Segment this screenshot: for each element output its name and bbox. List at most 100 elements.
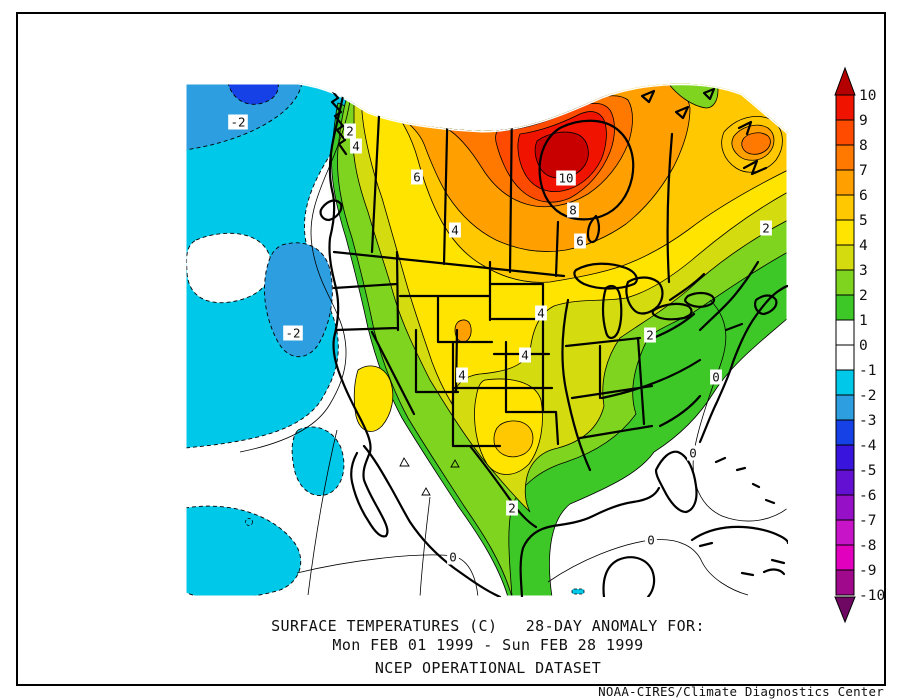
state-borders-west bbox=[332, 250, 560, 529]
colorbar-box bbox=[835, 169, 855, 196]
colorbar-tick: -3 bbox=[859, 413, 876, 429]
lake-erie bbox=[651, 302, 693, 321]
contour-label: 4 bbox=[537, 306, 545, 321]
east-texas-gold bbox=[493, 420, 534, 458]
yucatan bbox=[602, 556, 656, 597]
colorbar-tick: -1 bbox=[859, 363, 876, 379]
colorbar-box bbox=[835, 144, 855, 171]
contour-label: 2 bbox=[346, 124, 354, 139]
contour-label-box bbox=[645, 532, 657, 548]
colorbar-tick: 4 bbox=[859, 238, 868, 254]
contour-label: 0 bbox=[689, 446, 697, 461]
contour-label: 8 bbox=[569, 203, 577, 218]
coastlines-and-borders bbox=[319, 83, 788, 597]
florida bbox=[654, 450, 698, 514]
title-line1: SURFACE TEMPERATURES (C) 28-DAY ANOMALY … bbox=[271, 617, 705, 635]
contour-label-box bbox=[449, 222, 461, 238]
colorbar-box bbox=[835, 419, 855, 446]
colorbar-tick: -7 bbox=[859, 513, 876, 529]
colorbar-box bbox=[835, 494, 855, 521]
colorbar-tick: 10 bbox=[859, 88, 876, 104]
contour-label: 4 bbox=[458, 368, 466, 383]
colorbar-arrow-bottom bbox=[834, 596, 856, 624]
contour-label-box bbox=[567, 202, 579, 218]
contour-label-box bbox=[710, 369, 722, 385]
contour-label-box bbox=[535, 305, 547, 321]
contour-label: 6 bbox=[576, 234, 584, 249]
contour-label-box bbox=[556, 170, 576, 186]
contour-label-box bbox=[447, 549, 459, 565]
contour-label-box bbox=[687, 445, 699, 461]
contour-label-box bbox=[228, 114, 248, 130]
colorbar-tick: -5 bbox=[859, 463, 876, 479]
gulf-tiny-cyan bbox=[571, 588, 585, 595]
contour-label: -2 bbox=[230, 115, 245, 130]
us-canada-border bbox=[332, 250, 566, 278]
colorbar-tick: -9 bbox=[859, 563, 876, 579]
caribbean-islands bbox=[714, 456, 786, 577]
colorbar-box bbox=[835, 269, 855, 296]
colorbar-box bbox=[835, 569, 855, 596]
contour-label: 0 bbox=[449, 550, 457, 565]
lake-ontario bbox=[684, 291, 716, 308]
lake-michigan bbox=[601, 285, 623, 340]
mexico-west-coast bbox=[362, 444, 502, 597]
state-borders-east bbox=[561, 298, 702, 472]
tiny-contour-marks bbox=[399, 457, 460, 496]
contour-label: 2 bbox=[508, 501, 516, 516]
arizona-yellow-patch bbox=[353, 365, 394, 432]
credit-badge: NOAA-CIRES/Climate Diagnostics Center bbox=[598, 684, 884, 699]
colorbar-box bbox=[835, 94, 855, 121]
sw-cyan-blob bbox=[185, 506, 301, 597]
contour-label: 4 bbox=[521, 348, 529, 363]
colorbar-tick: 7 bbox=[859, 163, 868, 179]
colorbar-box bbox=[835, 194, 855, 221]
colorbar-box bbox=[835, 444, 855, 471]
colorbar-box bbox=[835, 219, 855, 246]
contour-label-box bbox=[644, 327, 656, 343]
colorbar-tick: 9 bbox=[859, 113, 868, 129]
contour-label: 6 bbox=[413, 170, 421, 185]
colorbar-box bbox=[835, 244, 855, 271]
contour-label-box bbox=[456, 367, 468, 383]
contour-label-box bbox=[760, 220, 772, 236]
lake-huron bbox=[625, 276, 664, 315]
contour-label-box bbox=[283, 325, 303, 341]
labrador-coast bbox=[737, 120, 768, 176]
james-bay bbox=[586, 214, 601, 244]
contour-label: 4 bbox=[352, 139, 360, 154]
colorbar-tick: 8 bbox=[859, 138, 868, 154]
title-line3: NCEP OPERATIONAL DATASET bbox=[375, 659, 601, 677]
nova-scotia bbox=[754, 294, 778, 316]
baja-peninsula bbox=[350, 450, 389, 538]
colorbar-tick: -8 bbox=[859, 538, 876, 554]
baja-cyan-patch bbox=[291, 426, 345, 496]
colorbar-tick: 0 bbox=[859, 338, 868, 354]
province-borders bbox=[370, 90, 674, 284]
arctic-islands bbox=[640, 87, 716, 120]
contour-label: 4 bbox=[451, 223, 459, 238]
pnw-blue-patch bbox=[264, 242, 333, 358]
colorbar-box bbox=[835, 519, 855, 546]
cuba bbox=[690, 525, 788, 548]
lake-superior bbox=[573, 262, 638, 290]
gulf-coast bbox=[519, 486, 661, 597]
hudson-bay bbox=[538, 119, 635, 221]
vancouver-island bbox=[319, 199, 343, 222]
colorbar-box bbox=[835, 344, 855, 371]
colorbar-tick: 1 bbox=[859, 313, 868, 329]
contour-label-box bbox=[519, 347, 531, 363]
plot-frame bbox=[16, 12, 886, 686]
contour-label-box bbox=[574, 233, 586, 249]
contour-label: 0 bbox=[647, 533, 655, 548]
nw-darkblue-spot bbox=[228, 83, 279, 105]
tiny-cyan-dot bbox=[245, 518, 253, 526]
colorbar-tick: -10 bbox=[859, 588, 885, 604]
colorbar-box bbox=[835, 369, 855, 396]
contour-label: -2 bbox=[285, 326, 300, 341]
colorbar-tick: -6 bbox=[859, 488, 876, 504]
colorbar-box bbox=[835, 469, 855, 496]
colorbar-box bbox=[835, 294, 855, 321]
